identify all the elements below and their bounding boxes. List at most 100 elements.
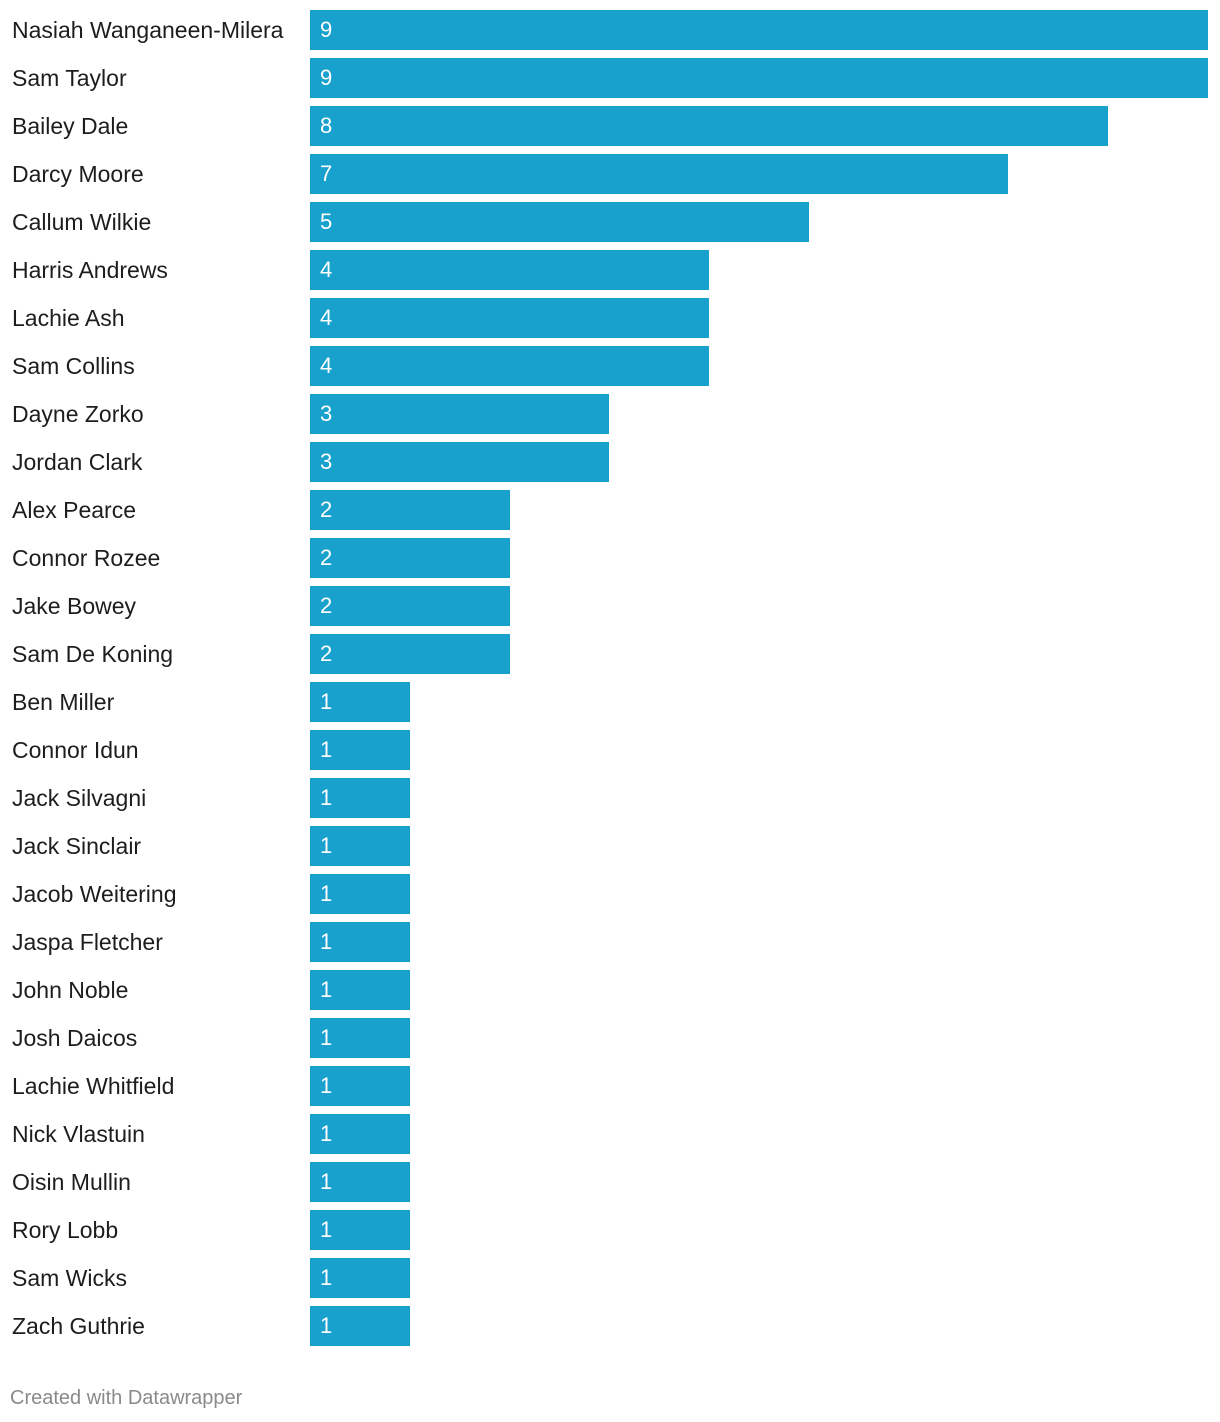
bar-value-label: 1: [320, 1025, 333, 1050]
category-label: Nasiah Wanganeen-Milera: [12, 17, 284, 43]
category-label: Jack Sinclair: [12, 833, 142, 859]
category-label: Lachie Ash: [12, 305, 125, 331]
bar-row: Lachie Ash 4: [0, 298, 1220, 338]
bar: 9: [310, 58, 1208, 98]
bar-row: Nasiah Wanganeen-Milera 9: [0, 10, 1220, 50]
category-label: Jaspa Fletcher: [12, 929, 163, 955]
bar-value-label: 1: [320, 833, 333, 858]
category-label: Callum Wilkie: [12, 209, 152, 235]
bar: 1: [310, 1258, 410, 1298]
bar-value-label: 4: [320, 257, 333, 282]
category-label: Jack Silvagni: [12, 785, 147, 811]
bar: 2: [310, 538, 510, 578]
bar-value-label: 3: [320, 401, 333, 426]
bar-row: Ben Miller 1: [0, 682, 1220, 722]
bar-row: Dayne Zorko 3: [0, 394, 1220, 434]
bar: 1: [310, 1162, 410, 1202]
bar: 1: [310, 874, 410, 914]
bar-row: Nick Vlastuin 1: [0, 1114, 1220, 1154]
category-label: Sam De Koning: [12, 641, 174, 667]
bar-value-label: 9: [320, 65, 333, 90]
bar-value-label: 7: [320, 161, 333, 186]
bar: 9: [310, 10, 1208, 50]
bar-row: Jacob Weitering 1: [0, 874, 1220, 914]
bar-value-label: 2: [320, 497, 333, 522]
bar-value-label: 9: [320, 17, 333, 42]
bar: 5: [310, 202, 809, 242]
bar-value-label: 3: [320, 449, 333, 474]
bar-row: Jordan Clark 3: [0, 442, 1220, 482]
bar: 1: [310, 922, 410, 962]
category-label: Jordan Clark: [12, 449, 143, 475]
bar-row: Harris Andrews 4: [0, 250, 1220, 290]
bar: 4: [310, 250, 710, 290]
bar-row: Jaspa Fletcher 1: [0, 922, 1220, 962]
category-label: Lachie Whitfield: [12, 1073, 175, 1099]
bar-value-label: 1: [320, 785, 333, 810]
bar-value-label: 1: [320, 689, 333, 714]
bar: 2: [310, 490, 510, 530]
category-label: Sam Wicks: [12, 1265, 127, 1291]
bar-row: John Noble 1: [0, 970, 1220, 1010]
bar-value-label: 1: [320, 1313, 333, 1338]
bar: 8: [310, 106, 1109, 146]
bar: 4: [310, 298, 710, 338]
bar: 1: [310, 1306, 410, 1346]
category-label: Zach Guthrie: [12, 1313, 145, 1339]
category-label: Darcy Moore: [12, 161, 144, 187]
bar: 1: [310, 1114, 410, 1154]
bar-value-label: 2: [320, 593, 333, 618]
bar: 1: [310, 682, 410, 722]
bar-row: Connor Idun 1: [0, 730, 1220, 770]
bar: 1: [310, 970, 410, 1010]
category-label: Ben Miller: [12, 689, 115, 715]
bar: 2: [310, 586, 510, 626]
bar: 2: [310, 634, 510, 674]
bar-value-label: 1: [320, 1121, 333, 1146]
bar-value-label: 1: [320, 977, 333, 1002]
bar-row: Zach Guthrie 1: [0, 1306, 1220, 1346]
category-label: Nick Vlastuin: [12, 1121, 145, 1147]
bar-row: Jack Sinclair 1: [0, 826, 1220, 866]
bar-row: Jake Bowey 2: [0, 586, 1220, 626]
bar: 1: [310, 778, 410, 818]
bar: 1: [310, 826, 410, 866]
category-label: Sam Taylor: [12, 65, 127, 91]
bar-row: Sam De Koning 2: [0, 634, 1220, 674]
bar: 4: [310, 346, 710, 386]
bar: 3: [310, 442, 610, 482]
bar-row: Sam Collins 4: [0, 346, 1220, 386]
category-label: John Noble: [12, 977, 129, 1003]
category-label: Josh Daicos: [12, 1025, 138, 1051]
category-label: Jake Bowey: [12, 593, 137, 619]
bar-row: Oisin Mullin 1: [0, 1162, 1220, 1202]
bar-value-label: 1: [320, 737, 333, 762]
bar: 1: [310, 1018, 410, 1058]
category-label: Dayne Zorko: [12, 401, 144, 427]
bar-value-label: 1: [320, 1265, 333, 1290]
bar-value-label: 4: [320, 353, 333, 378]
category-label: Alex Pearce: [12, 497, 137, 523]
category-label: Sam Collins: [12, 353, 135, 379]
bar-value-label: 2: [320, 545, 333, 570]
bar-row: Lachie Whitfield 1: [0, 1066, 1220, 1106]
bar-row: Connor Rozee 2: [0, 538, 1220, 578]
bar-value-label: 2: [320, 641, 333, 666]
bar: 1: [310, 1210, 410, 1250]
bar-value-label: 1: [320, 929, 333, 954]
bar-row: Jack Silvagni 1: [0, 778, 1220, 818]
bar-row: Callum Wilkie 5: [0, 202, 1220, 242]
bar-value-label: 1: [320, 1217, 333, 1242]
datawrapper-credit: Created with Datawrapper: [10, 1387, 243, 1409]
bar-row: Rory Lobb 1: [0, 1210, 1220, 1250]
bar-value-label: 8: [320, 113, 333, 138]
category-label: Bailey Dale: [12, 113, 129, 139]
category-label: Jacob Weitering: [12, 881, 177, 907]
category-label: Harris Andrews: [12, 257, 168, 283]
bar-row: Sam Taylor 9: [0, 58, 1220, 98]
bar-value-label: 4: [320, 305, 333, 330]
bar-row: Bailey Dale 8: [0, 106, 1220, 146]
bar-row: Alex Pearce 2: [0, 490, 1220, 530]
bar-value-label: 1: [320, 1169, 333, 1194]
bar-row: Darcy Moore 7: [0, 154, 1220, 194]
